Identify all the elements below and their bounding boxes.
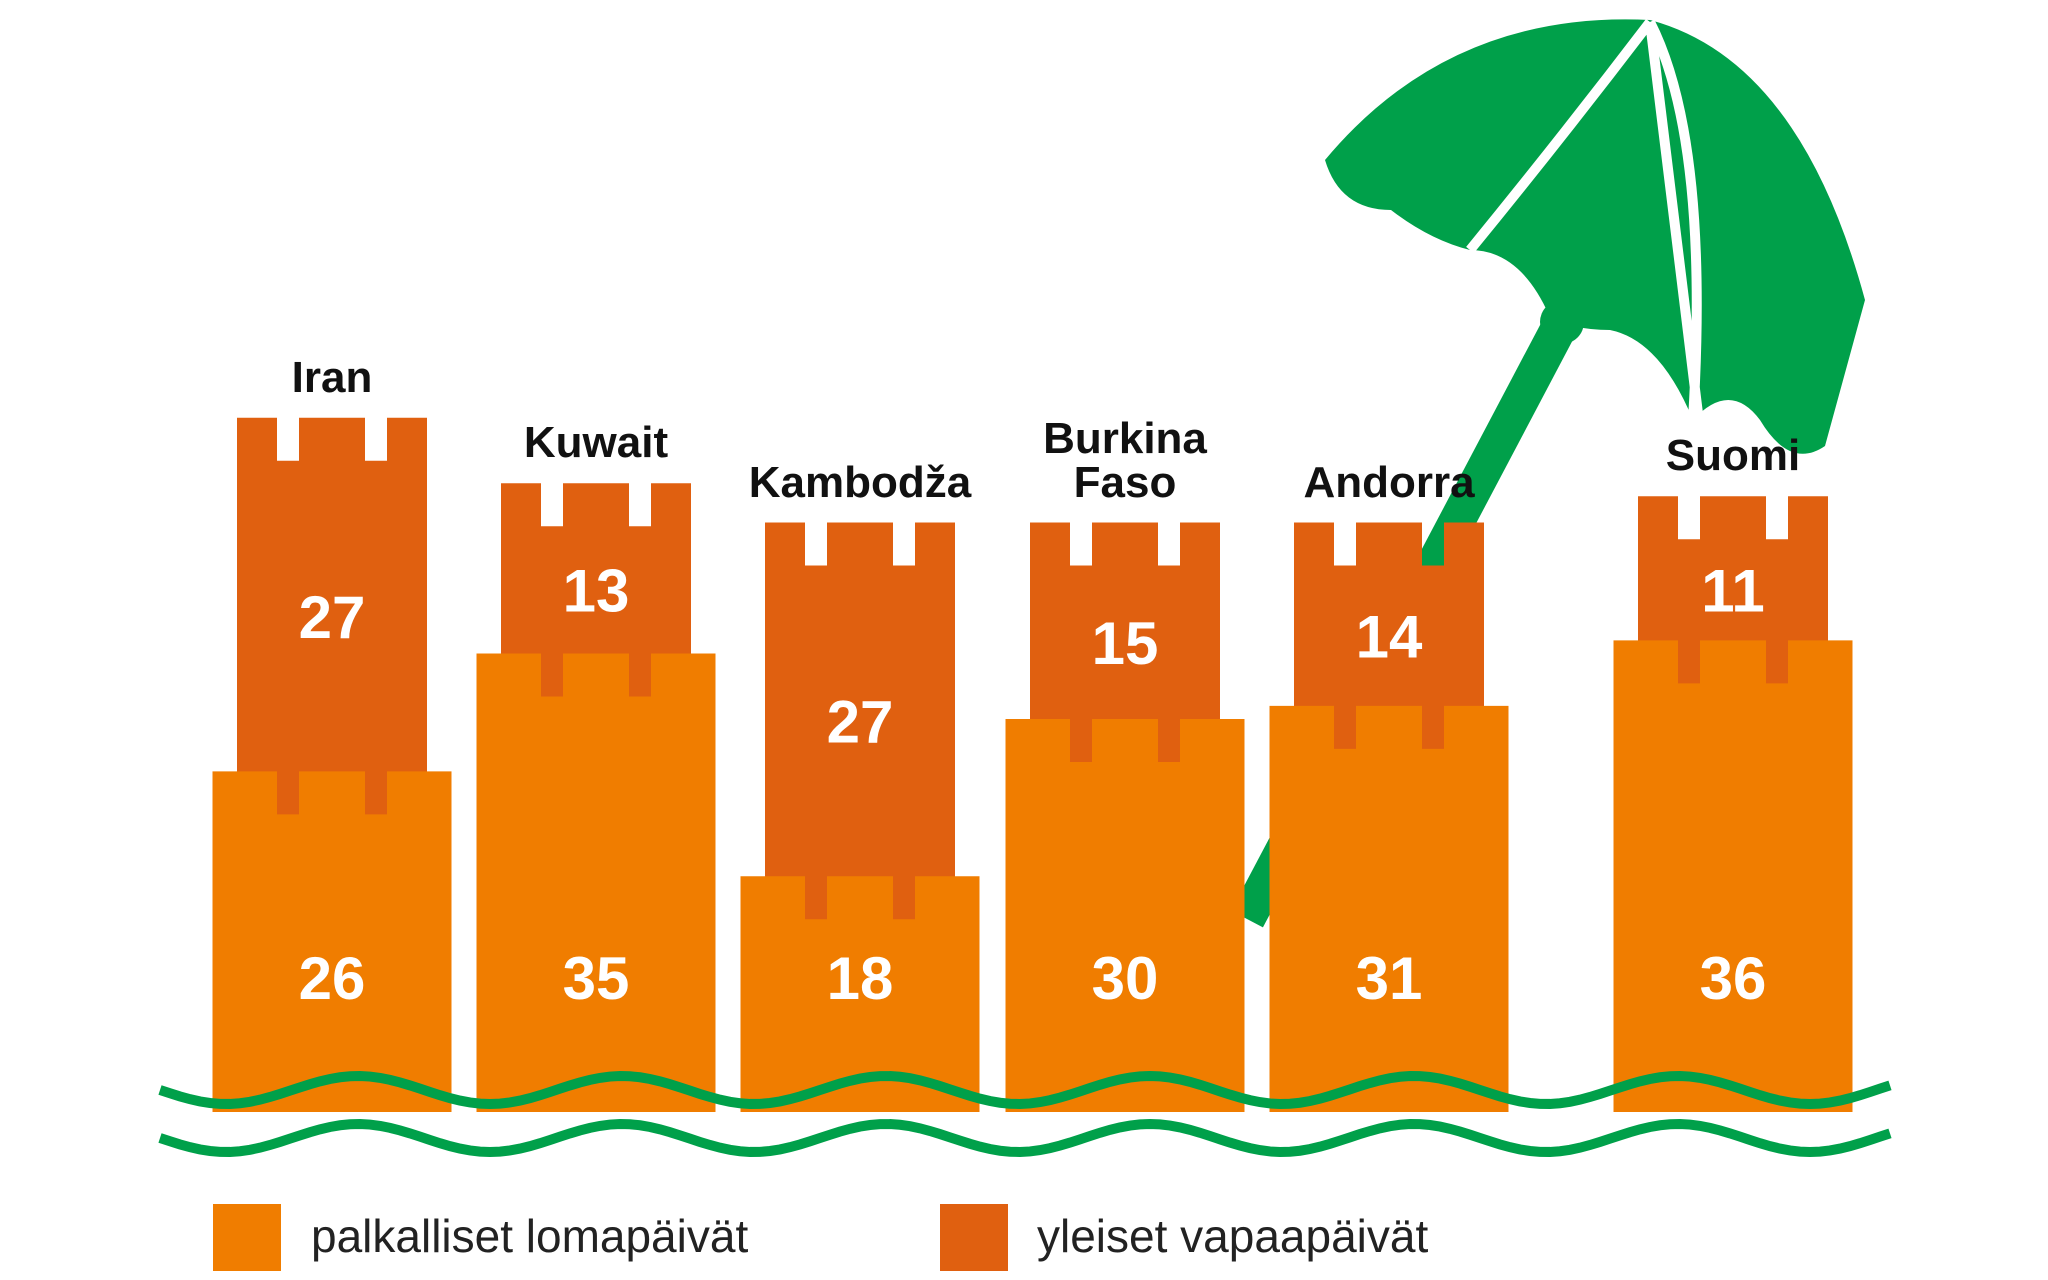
bar-segment: [1005, 719, 1245, 1112]
value-label: 35: [563, 945, 630, 1012]
category-label: Andorra: [1303, 457, 1475, 507]
legend-label: palkalliset lomapäivät: [311, 1210, 748, 1262]
legend-label: yleiset vapaapäivät: [1037, 1210, 1428, 1262]
bar-segment: [212, 771, 452, 1112]
value-label: 15: [1092, 610, 1159, 677]
category-label: Burkina Faso: [1043, 413, 1207, 507]
bar-segment: [1613, 640, 1853, 1112]
value-label: 31: [1356, 945, 1423, 1012]
umbrella-canopy: [1325, 19, 1865, 454]
value-label: 18: [827, 945, 894, 1012]
category-label: Suomi: [1665, 431, 1801, 481]
bar-segment: [1269, 705, 1509, 1112]
wave: [158, 1070, 1892, 1110]
category-label: Kuwait: [523, 418, 669, 468]
value-label: 27: [299, 584, 366, 651]
value-label: 14: [1356, 604, 1423, 671]
value-label: 36: [1700, 945, 1767, 1012]
legend-swatch: [213, 1204, 281, 1271]
umbrella-rib: [1466, 18, 1705, 431]
bar-segment: [740, 876, 980, 1112]
value-label: 27: [827, 689, 894, 756]
bars: 27 26 13 35 27 18 15 30 14 31 11 36: [212, 417, 1853, 1112]
value-label: 30: [1092, 945, 1159, 1012]
wave: [158, 1118, 1892, 1158]
legend: palkalliset lomapäivät yleiset vapaapäivä…: [213, 1204, 1428, 1271]
umbrella-hub: [1540, 300, 1584, 344]
value-label: 11: [1701, 558, 1764, 625]
legend-swatch: [940, 1204, 1008, 1271]
value-label: 13: [563, 558, 630, 625]
value-label: 26: [299, 945, 366, 1012]
bar-segment: [476, 653, 716, 1112]
category-label: Kambodža: [748, 457, 972, 507]
category-label: Iran: [291, 352, 373, 402]
